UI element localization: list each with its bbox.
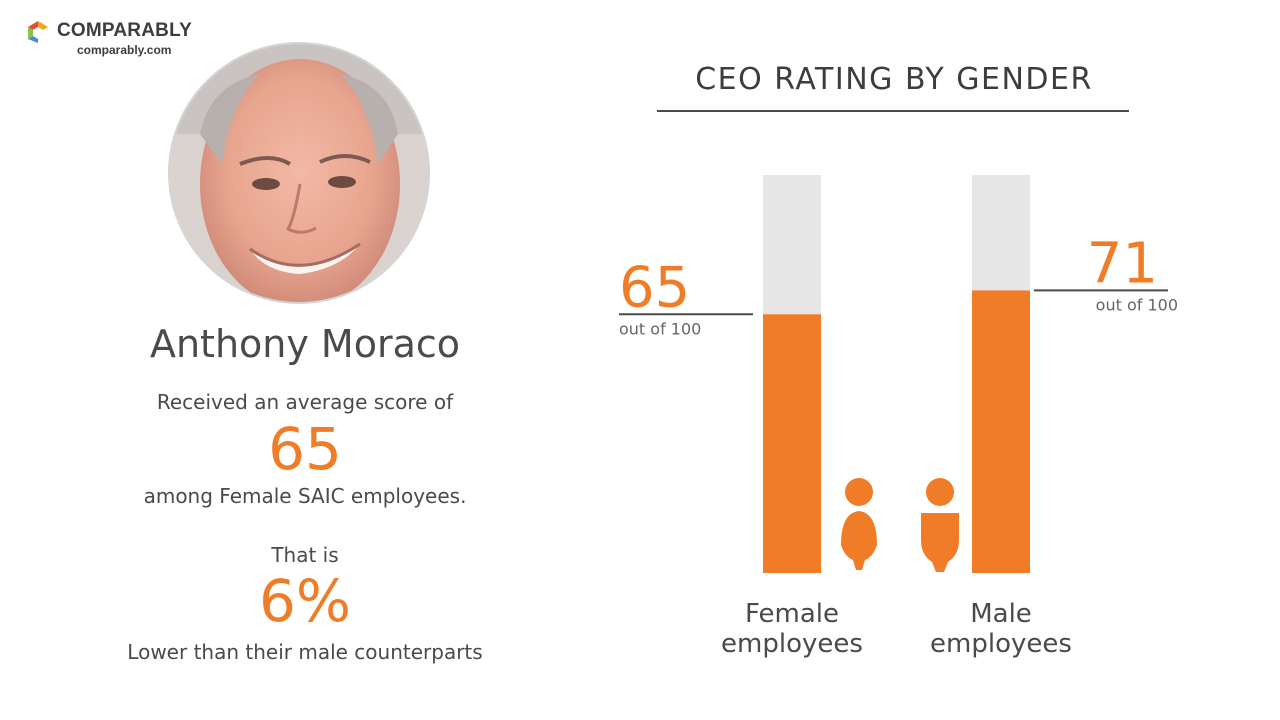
comparison-intro-text: That is (271, 543, 339, 567)
brand-url: comparably.com (77, 43, 172, 57)
score-intro-text: Received an average score of (156, 390, 454, 414)
female-person-icon (845, 478, 873, 506)
score-context-text: among Female SAIC employees. (143, 484, 467, 508)
category-label: employees (721, 629, 863, 659)
category-label: Male (970, 599, 1032, 629)
male-person-icon (926, 478, 954, 506)
bar-female (763, 314, 821, 573)
female-person-icon (841, 511, 877, 570)
ceo-photo (168, 42, 430, 304)
value-label: 71 (1087, 231, 1158, 296)
comparably-logo: COMPARABLY comparably.com (24, 16, 224, 60)
chart-title: CEO RATING BY GENDER (695, 62, 1093, 97)
comparison-text: Lower than their male counterparts (127, 640, 483, 664)
category-label: Female (745, 599, 839, 629)
male-person-icon (921, 513, 959, 572)
difference-value: 6% (258, 567, 351, 635)
value-label: 65 (619, 255, 690, 320)
brand-name: COMPARABLY (57, 20, 193, 41)
category-label: employees (930, 629, 1072, 659)
comparably-logo-icon (28, 21, 48, 43)
unit-label: out of 100 (1096, 295, 1178, 314)
unit-label: out of 100 (619, 319, 701, 338)
chart-title-divider (657, 110, 1129, 112)
score-value: 65 (268, 415, 342, 483)
bar-male (972, 290, 1030, 573)
ceo-name: Anthony Moraco (149, 322, 461, 366)
